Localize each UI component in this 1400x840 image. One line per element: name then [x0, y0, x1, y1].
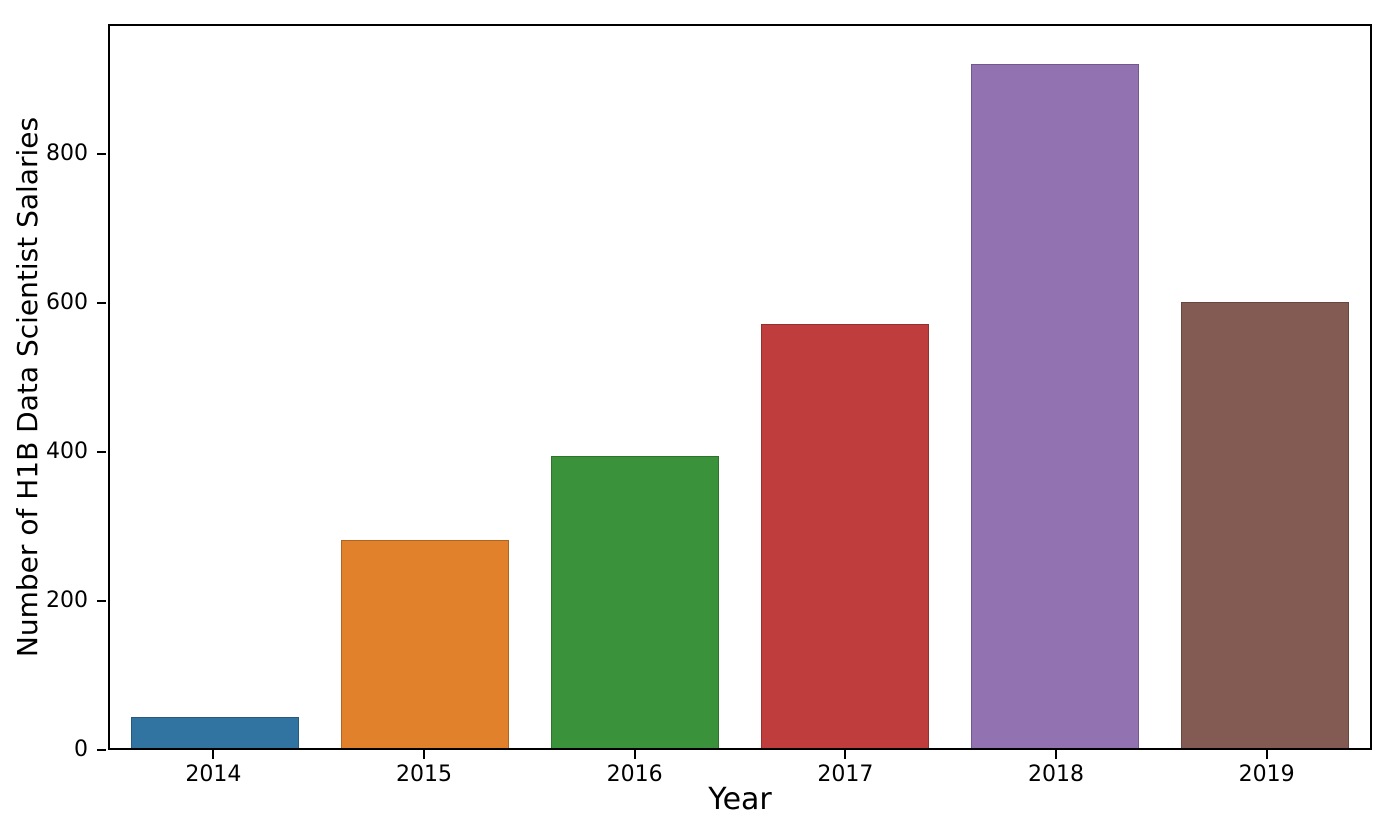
bar-2017: [761, 323, 929, 748]
y-tick-mark-400: [97, 451, 106, 454]
y-tick-mark-200: [97, 600, 106, 603]
x-tick-mark-2017: [844, 750, 847, 759]
x-tick-mark-2018: [1055, 750, 1057, 759]
bar-2014: [131, 716, 299, 748]
y-tick-label-800: 800: [46, 141, 88, 167]
x-tick-label-2016: 2016: [606, 762, 663, 787]
x-tick-mark-2016: [633, 750, 636, 759]
y-axis-title: Number of H1B Data Scientist Salaries: [11, 116, 44, 658]
x-tick-label-2017: 2017: [817, 762, 874, 787]
y-tick-mark-600: [97, 302, 106, 305]
x-tick-mark-2015: [423, 750, 425, 759]
bar-2016: [551, 455, 719, 748]
x-tick-label-2019: 2019: [1238, 762, 1295, 787]
bar-2019: [1181, 302, 1349, 748]
bar-2018: [971, 63, 1139, 748]
y-tick-label-600: 600: [46, 290, 88, 316]
x-tick-mark-2019: [1265, 750, 1268, 759]
y-tick-label-200: 200: [46, 588, 88, 614]
bar-2015: [341, 539, 509, 748]
plot-area: [108, 24, 1372, 750]
x-axis-title: Year: [708, 782, 772, 817]
y-tick-mark-800: [97, 153, 106, 156]
x-tick-label-2014: 2014: [185, 762, 242, 787]
y-tick-label-400: 400: [46, 439, 88, 465]
x-tick-mark-2014: [212, 750, 215, 759]
y-tick-label-0: 0: [74, 737, 88, 762]
y-tick-mark-0: [97, 749, 106, 751]
x-tick-label-2015: 2015: [396, 762, 452, 787]
x-tick-label-2018: 2018: [1028, 762, 1084, 787]
